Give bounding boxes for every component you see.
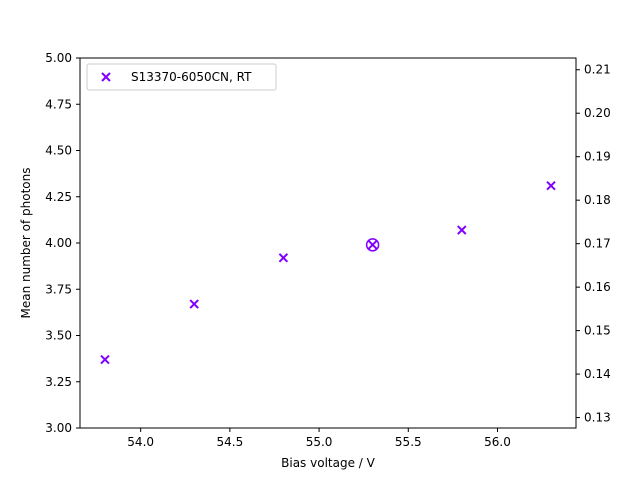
x-tick-label: 55.0: [306, 435, 333, 449]
legend-marker-x-icon: [101, 72, 111, 82]
data-point: [100, 354, 110, 365]
legend-box: [86, 63, 277, 91]
y-tick-label: 4.00: [45, 236, 72, 250]
x-tick-label: 55.5: [395, 435, 422, 449]
plot-frame: [79, 57, 577, 429]
y2-tick-label: 0.16: [584, 280, 611, 294]
highlighted-point-circle: [365, 238, 380, 252]
plot-background: [80, 58, 576, 428]
y2-tick-label: 0.21: [584, 63, 611, 77]
x-tick-label: 54.0: [127, 435, 154, 449]
x-tick-label: 56.0: [484, 435, 511, 449]
x-axis-label: Bias voltage / V: [281, 456, 375, 470]
legend: S13370-6050CN, RT: [86, 63, 277, 91]
y-tick-label: 3.25: [45, 375, 72, 389]
y2-tick-label: 0.20: [584, 106, 611, 120]
y2-tick-label: 0.14: [584, 367, 611, 381]
y-tick-label: 4.75: [45, 97, 72, 111]
data-point: [189, 299, 199, 309]
data-point: [278, 253, 289, 263]
y-axis-label: Mean number of photons: [19, 167, 33, 318]
y2-tick-label: 0.15: [584, 324, 611, 338]
secondary-y-axis-ticks: 0.13 0.14 0.15 0.16 0.17 0.18 0.19 0.20 0.21: [576, 63, 611, 425]
y2-tick-label: 0.19: [584, 150, 611, 164]
y-tick-label: 4.50: [45, 144, 72, 158]
y-tick-label: 4.25: [45, 190, 72, 204]
x-tick-label: 54.5: [217, 435, 244, 449]
data-point: [546, 180, 556, 191]
y-axis-ticks: 3.00 3.25 3.50 3.75 4.00 4.25 4.50 4.75 5.00: [45, 51, 80, 435]
y-tick-label: 3.00: [45, 421, 72, 435]
data-points: [100, 180, 556, 365]
data-point: [367, 240, 378, 250]
y-tick-label: 3.75: [45, 282, 72, 296]
y-tick-label: 5.00: [45, 51, 72, 65]
x-axis-ticks: 54.0 54.5 55.0 55.5 56.0: [127, 428, 511, 449]
y2-tick-label: 0.13: [584, 411, 611, 425]
y-tick-label: 3.50: [45, 329, 72, 343]
legend-x-marker: [101, 72, 111, 82]
y2-tick-label: 0.17: [584, 237, 611, 251]
legend-series-name: S13370-6050CN, RT: [131, 70, 252, 84]
data-point: [457, 225, 467, 235]
y2-tick-label: 0.18: [584, 193, 611, 207]
